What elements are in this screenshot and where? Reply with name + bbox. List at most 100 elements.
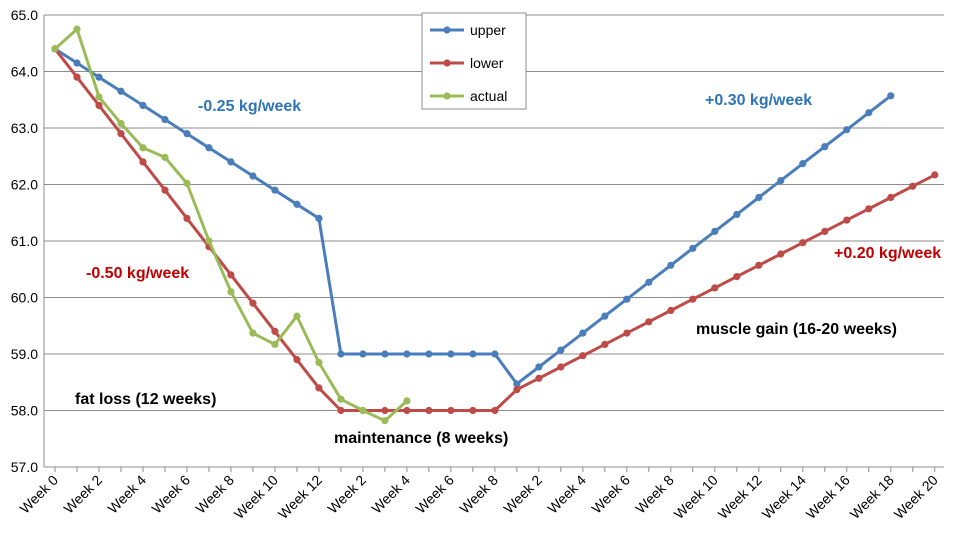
data-point-lower: [799, 239, 807, 247]
x-tick-label: Week 4: [368, 472, 413, 517]
data-point-lower: [623, 329, 631, 337]
y-axis-tick-labels: 57.0 58.0 59.0 60.0 61.0 62.0 63.0 64.0 65.0: [11, 7, 38, 475]
data-point-lower: [865, 205, 873, 213]
data-point-lower: [381, 406, 389, 415]
x-tick-label: Week 2: [60, 472, 105, 517]
data-point-actual: [51, 45, 59, 53]
data-point-upper: [359, 350, 367, 358]
data-point-upper: [777, 176, 785, 185]
data-point-upper: [491, 350, 499, 358]
x-tick-label: Week 2: [500, 472, 545, 517]
data-point-actual: [117, 119, 125, 128]
data-point-upper: [711, 227, 719, 235]
data-point-upper: [821, 143, 829, 151]
data-point-lower: [579, 352, 587, 360]
data-point-actual: [381, 417, 389, 425]
data-point-actual: [249, 329, 257, 337]
data-point-lower: [315, 384, 323, 392]
data-point-upper: [623, 295, 631, 303]
x-tick-label: Week 2: [324, 472, 369, 517]
legend-label-actual: actual: [470, 88, 507, 104]
data-point-lower: [909, 182, 917, 190]
data-point-upper: [205, 144, 213, 152]
data-point-upper: [161, 115, 169, 124]
data-point-upper: [249, 172, 257, 180]
data-point-lower: [843, 216, 851, 224]
y-tick-label: 64.0: [11, 64, 38, 80]
data-point-upper: [755, 193, 763, 202]
legend-marker-lower: [443, 59, 451, 67]
data-point-lower: [601, 340, 609, 348]
data-point-upper: [733, 210, 741, 219]
x-tick-label: Week 6: [412, 472, 457, 517]
legend-marker-actual: [443, 92, 451, 100]
data-point-actual: [73, 25, 81, 33]
data-point-actual: [403, 397, 411, 405]
data-point-lower: [931, 171, 939, 179]
y-tick-label: 58.0: [11, 403, 38, 419]
y-tick-label: 60.0: [11, 290, 38, 306]
x-tick-label: Week 4: [104, 472, 149, 517]
x-tick-label: Week 12: [715, 472, 765, 522]
data-point-upper: [315, 214, 323, 222]
data-point-lower: [513, 385, 521, 394]
annotation-label: -0.25 kg/week: [198, 98, 301, 115]
data-point-upper: [469, 350, 477, 358]
data-point-lower: [139, 158, 147, 166]
data-point-lower: [469, 406, 477, 415]
series-group: [51, 25, 939, 425]
annotation-label: -0.50 kg/week: [86, 265, 189, 282]
data-point-actual: [359, 406, 367, 415]
data-point-upper: [887, 92, 895, 100]
data-point-actual: [315, 358, 323, 367]
y-tick-label: 59.0: [11, 346, 38, 362]
axes: [43, 15, 944, 472]
data-point-actual: [139, 144, 147, 152]
legend-label-lower: lower: [470, 55, 504, 71]
data-point-actual: [293, 312, 301, 320]
data-point-upper: [513, 380, 521, 388]
data-point-lower: [447, 406, 455, 415]
annotation-label: +0.20 kg/week: [834, 245, 941, 262]
data-point-upper: [227, 158, 235, 166]
x-tick-label: Week 10: [231, 472, 281, 522]
annotations: -0.25 kg/week +0.30 kg/week -0.50 kg/week +…: [75, 92, 941, 447]
series-actual: [51, 25, 411, 425]
data-point-upper: [139, 101, 147, 109]
legend: upper lower actual: [421, 12, 527, 110]
annotation-label: muscle gain (16-20 weeks): [696, 321, 897, 338]
annotation-label: fat loss (12 weeks): [75, 391, 216, 408]
data-point-actual: [271, 340, 279, 348]
data-point-lower: [183, 214, 191, 222]
data-point-upper: [579, 329, 587, 337]
series-line-actual: [53, 27, 408, 423]
x-tick-label: Week 20: [891, 472, 941, 522]
data-point-lower: [777, 250, 785, 258]
data-point-lower: [733, 272, 741, 281]
legend-marker-upper: [443, 26, 451, 34]
y-tick-label: 57.0: [11, 459, 38, 475]
data-point-lower: [117, 130, 125, 138]
data-point-lower: [293, 356, 301, 364]
data-point-actual: [161, 153, 169, 161]
data-point-lower: [887, 193, 895, 202]
data-point-lower: [425, 406, 433, 415]
data-point-lower: [711, 284, 719, 292]
annotation-label: maintenance (8 weeks): [334, 430, 508, 447]
data-point-upper: [271, 186, 279, 194]
data-point-upper: [73, 59, 81, 67]
data-point-upper: [337, 350, 345, 358]
data-point-upper: [843, 126, 851, 134]
data-point-actual: [227, 288, 235, 296]
x-tick-label: Week 6: [588, 472, 633, 517]
data-point-upper: [645, 278, 653, 286]
data-point-lower: [645, 318, 653, 326]
data-point-actual: [183, 179, 191, 187]
data-point-upper: [535, 363, 543, 371]
data-point-actual: [95, 93, 103, 101]
data-point-upper: [183, 130, 191, 138]
x-tick-label: Week 10: [671, 472, 721, 522]
data-point-lower: [73, 73, 81, 81]
data-point-lower: [337, 406, 345, 415]
data-point-actual: [205, 237, 213, 245]
